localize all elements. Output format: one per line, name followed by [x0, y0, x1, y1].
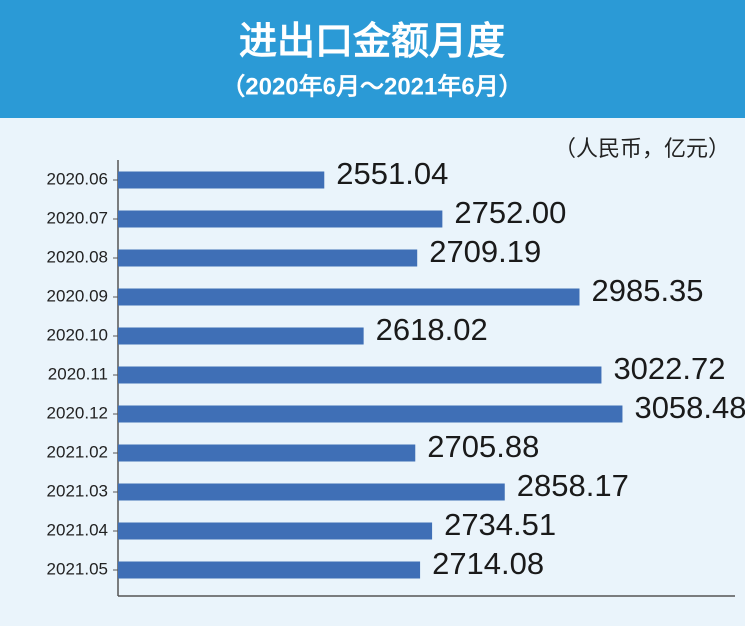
y-tick-label: 2021.04 — [47, 520, 108, 539]
bar — [118, 327, 364, 345]
bar — [118, 210, 443, 228]
bar — [118, 249, 418, 267]
bar — [118, 288, 580, 306]
chart-subtitle: （2020年6月～2021年6月） — [221, 72, 522, 100]
value-label: 3058.48 — [634, 390, 745, 425]
bar — [118, 522, 433, 540]
y-tick-label: 2021.03 — [47, 481, 108, 500]
bar — [118, 444, 416, 462]
bar — [118, 405, 623, 423]
bar — [118, 483, 505, 501]
bar — [118, 171, 325, 189]
y-tick-label: 2020.07 — [47, 208, 108, 227]
y-tick-label: 2020.08 — [47, 247, 108, 266]
value-label: 3022.72 — [613, 351, 725, 386]
bar — [118, 366, 602, 384]
y-tick-label: 2020.06 — [47, 169, 108, 188]
value-label: 2714.08 — [432, 546, 544, 581]
value-label: 2709.19 — [429, 234, 541, 269]
chart-title: 进出口金额月度 — [239, 20, 505, 63]
value-label: 2858.17 — [517, 468, 629, 503]
value-label: 2705.88 — [427, 429, 539, 464]
header-band — [0, 0, 745, 118]
value-label: 2618.02 — [376, 312, 488, 347]
unit-label: （人民币，亿元） — [554, 136, 730, 161]
y-tick-label: 2020.12 — [47, 403, 108, 422]
y-tick-label: 2020.11 — [48, 364, 108, 383]
value-label: 2752.00 — [454, 195, 566, 230]
y-tick-label: 2021.05 — [47, 559, 108, 578]
value-label: 2551.04 — [336, 156, 448, 191]
y-tick-label: 2021.02 — [47, 442, 108, 461]
y-tick-label: 2020.10 — [47, 325, 108, 344]
value-label: 2985.35 — [591, 273, 703, 308]
y-tick-label: 2020.09 — [47, 286, 108, 305]
value-label: 2734.51 — [444, 507, 556, 542]
bar — [118, 561, 421, 579]
